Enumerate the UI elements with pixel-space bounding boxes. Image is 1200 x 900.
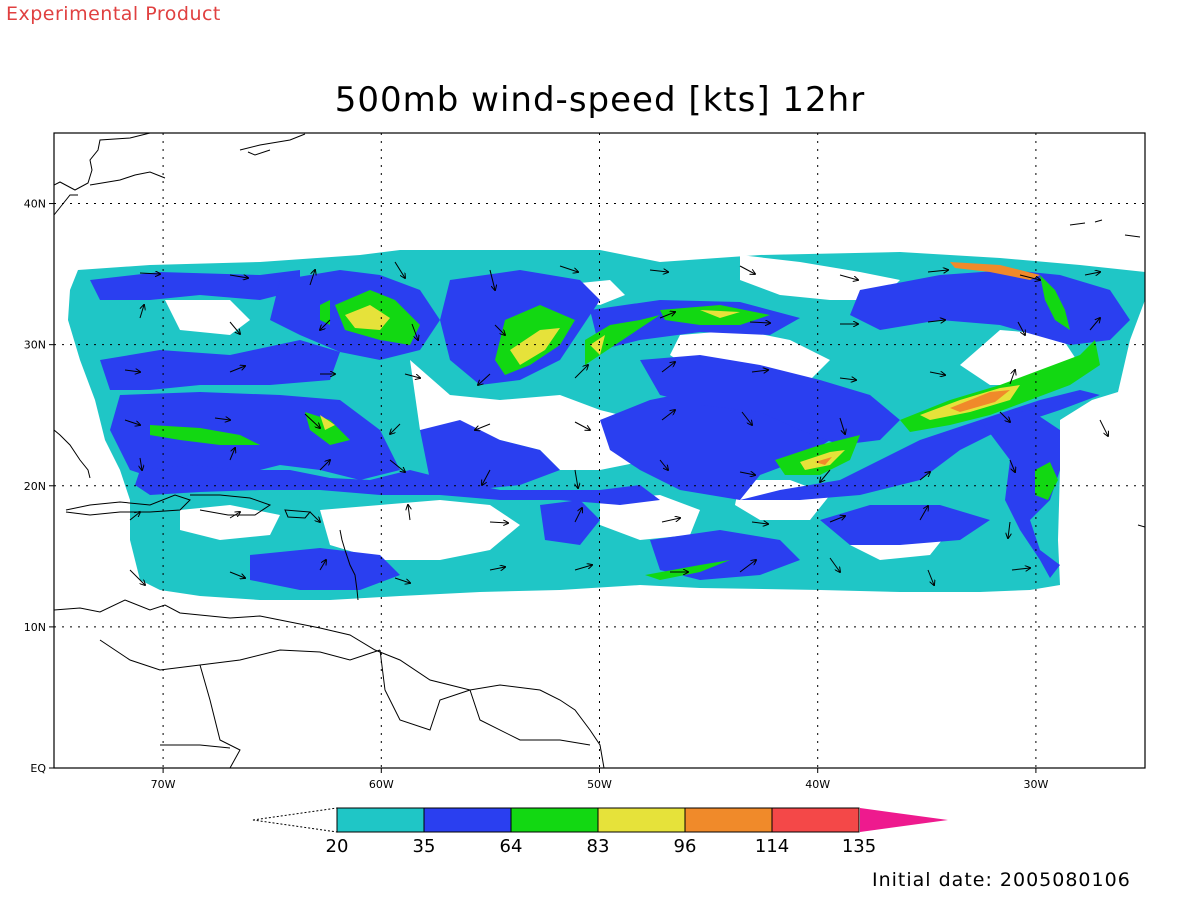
florida-coast — [54, 429, 91, 479]
cuba-coast — [65, 494, 191, 516]
colorbar-label: 96 — [674, 836, 697, 857]
south-america-interior-borders — [99, 639, 591, 768]
longitude-labels: 70W 60W 50W 40W 30W — [151, 768, 1048, 791]
east-atlantic-islands — [1069, 219, 1145, 528]
experimental-product-label: Experimental Product — [6, 3, 221, 25]
colorbar: 20 35 64 83 96 114 135 — [252, 807, 948, 857]
latitude-labels: 40N 30N 20N 10N EQ — [24, 198, 54, 775]
lon-label: 50W — [587, 778, 612, 791]
colorbar-label: 114 — [755, 836, 789, 857]
colorbar-label: 35 — [413, 836, 436, 857]
colorbar-box — [423, 807, 512, 833]
windspeed-band-35 — [90, 270, 1130, 590]
wind-vectors — [124, 261, 1108, 585]
colorbar-label: 64 — [500, 836, 523, 857]
lat-label: 20N — [24, 480, 46, 493]
windspeed-band-96 — [815, 262, 1040, 465]
south-america-coast — [54, 599, 605, 768]
colorbar-label: 83 — [587, 836, 610, 857]
colorbar-box — [684, 807, 773, 833]
puerto-rico-coast — [284, 509, 312, 519]
initial-date: Initial date: 2005080106 — [872, 869, 1131, 891]
lon-label: 30W — [1023, 778, 1048, 791]
nova-scotia-coast — [239, 133, 306, 156]
grid-lines — [54, 133, 1145, 768]
colorbar-box — [597, 807, 686, 833]
colorbar-label: 135 — [842, 836, 876, 857]
colorbar-low-end — [252, 807, 338, 833]
lat-label: 40N — [24, 198, 46, 211]
north-america-coast — [54, 133, 166, 216]
lon-label: 70W — [151, 778, 176, 791]
hispaniola-coast — [190, 494, 272, 516]
wind-speed-field — [68, 250, 1145, 600]
colorbar-box — [510, 807, 599, 833]
colorbar-box — [771, 807, 860, 833]
lat-label: 30N — [24, 339, 46, 352]
coastlines — [54, 133, 1145, 768]
lesser-antilles — [339, 529, 359, 601]
lat-label: EQ — [30, 762, 46, 775]
lon-label: 40W — [805, 778, 830, 791]
colorbar-high-end — [860, 808, 948, 832]
colorbar-label: 20 — [326, 836, 349, 857]
lat-label: 10N — [24, 621, 46, 634]
map-title: 500mb wind-speed [kts] 12hr — [334, 80, 866, 120]
lon-label: 60W — [369, 778, 394, 791]
colorbar-box — [336, 807, 425, 833]
